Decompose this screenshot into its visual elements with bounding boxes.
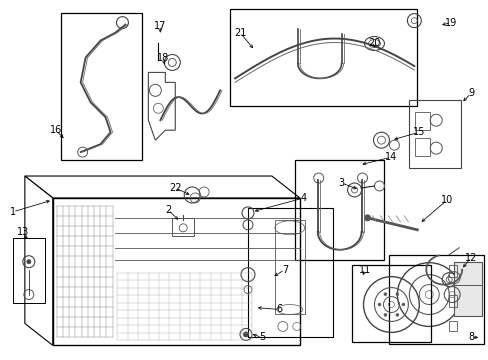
Text: 3: 3 (338, 178, 344, 188)
Bar (408, 100, 460, 168)
Text: 12: 12 (464, 253, 476, 263)
Bar (351, 265, 430, 342)
Text: 15: 15 (412, 127, 425, 137)
Text: 4: 4 (300, 193, 306, 203)
Circle shape (377, 303, 380, 306)
Text: 19: 19 (444, 18, 456, 28)
Bar (388, 255, 483, 345)
Text: 5: 5 (258, 332, 264, 342)
Polygon shape (25, 176, 53, 345)
Bar (414, 112, 429, 130)
Bar (247, 208, 332, 337)
Circle shape (383, 293, 386, 296)
Circle shape (364, 215, 370, 221)
Bar (229, 9, 416, 106)
Bar (294, 160, 384, 260)
Text: 14: 14 (385, 152, 397, 162)
Text: 21: 21 (233, 28, 245, 37)
Bar (414, 138, 429, 156)
Bar (453, 262, 481, 316)
Text: 8: 8 (467, 332, 473, 342)
Text: 7: 7 (281, 265, 287, 275)
Circle shape (243, 332, 248, 337)
Text: 22: 22 (169, 183, 181, 193)
Text: 13: 13 (17, 227, 29, 237)
Polygon shape (148, 72, 175, 140)
Bar (53, 198, 299, 345)
Text: 10: 10 (440, 195, 452, 205)
Text: 9: 9 (467, 88, 473, 98)
Circle shape (27, 260, 31, 264)
Text: 18: 18 (157, 54, 169, 63)
Circle shape (395, 313, 398, 316)
Bar (172, 218, 194, 236)
Bar (448, 321, 456, 332)
Circle shape (401, 303, 404, 306)
Circle shape (395, 293, 398, 296)
Text: 17: 17 (154, 21, 166, 31)
Bar (448, 294, 456, 306)
Text: 6: 6 (276, 305, 283, 315)
Polygon shape (25, 176, 299, 198)
Text: 1: 1 (10, 207, 16, 217)
Text: 2: 2 (165, 205, 171, 215)
Circle shape (383, 313, 386, 316)
Bar (13, 238, 45, 302)
Text: 11: 11 (359, 265, 371, 275)
Bar (448, 265, 456, 276)
Bar (274, 220, 304, 315)
Bar (61, 13, 142, 160)
Text: 16: 16 (49, 125, 61, 135)
Text: 20: 20 (367, 37, 380, 48)
